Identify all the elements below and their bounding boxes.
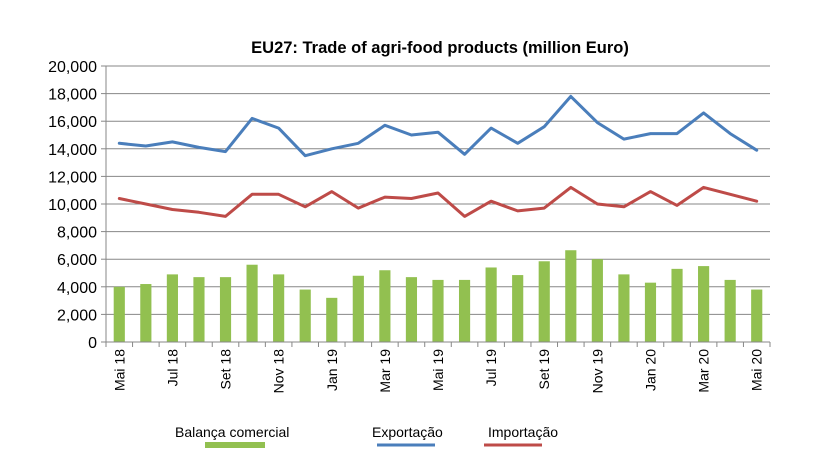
bar (671, 268, 683, 342)
y-tick-label: 14,000 (48, 142, 97, 159)
y-tick-label: 0 (88, 335, 97, 352)
chart-title: EU27: Trade of agri-food products (milli… (251, 39, 629, 57)
x-tick-label: Jan 20 (642, 349, 658, 391)
y-tick-label: 12,000 (48, 169, 97, 186)
x-tick-label: Mai 19 (430, 349, 446, 391)
y-tick-label: 10,000 (48, 197, 97, 214)
bar (299, 289, 311, 342)
y-tick-label: 16,000 (48, 114, 97, 131)
bar (273, 274, 285, 342)
bar (698, 266, 710, 342)
x-tick-label: Jan 19 (324, 349, 340, 391)
bar (326, 297, 338, 342)
bar (405, 277, 418, 342)
bar (644, 282, 657, 342)
y-tick-label: 2,000 (57, 307, 97, 324)
bar (565, 250, 577, 342)
bar (113, 286, 125, 342)
legend: Balança comercial Exportação Importação (175, 424, 558, 448)
y-tick-label: 8,000 (57, 225, 97, 242)
series-line-importa-o (117, 185, 759, 218)
bar (751, 289, 763, 342)
bar (458, 279, 471, 342)
legend-label-importa-o: Importação (488, 424, 558, 440)
x-tick-label: Set 18 (218, 349, 234, 390)
bars-layer (113, 250, 763, 342)
legend-swatch-balan-a-comercial (205, 442, 265, 448)
bar (485, 267, 497, 342)
legend-label-exporta-o: Exportação (372, 424, 443, 440)
grid-layer (106, 65, 770, 315)
x-tick-label: Mai 18 (111, 349, 127, 391)
bar (538, 261, 550, 342)
x-tick-label: Jul 18 (164, 349, 180, 387)
y-tick-label: 4,000 (57, 280, 97, 297)
axis-layer (105, 66, 770, 343)
y-tick-label: 20,000 (48, 59, 97, 76)
lines-layer (117, 94, 759, 218)
x-tick-label: Nov 19 (589, 349, 605, 394)
y-tick-label: 6,000 (57, 252, 97, 269)
series-line-exporta-o (117, 94, 759, 158)
bar (591, 259, 603, 342)
bar (724, 279, 736, 342)
bar (219, 277, 232, 342)
bar (618, 274, 630, 342)
bar (512, 275, 524, 342)
x-axis-ticks: Mai 18 Jul 18 Set 18 Nov 18 Jan 19 Mar 19 Mai … (105, 342, 771, 394)
bar (166, 274, 178, 342)
bar (140, 284, 152, 342)
bar (352, 275, 364, 342)
bar (193, 277, 205, 342)
x-tick-label: Jul 19 (483, 349, 499, 387)
bar (379, 270, 391, 342)
x-tick-label: Mai 20 (749, 349, 765, 391)
legend-label-balan-a-comercial: Balança comercial (175, 424, 289, 440)
x-tick-label: Mar 19 (377, 349, 393, 393)
y-axis-ticks: 0 2,000 4,000 6,000 8,000 10,000 12,000 14,000 1… (48, 59, 106, 352)
bar (432, 279, 444, 342)
x-tick-label: Set 19 (536, 349, 552, 390)
x-tick-label: Nov 18 (271, 349, 287, 394)
y-tick-label: 18,000 (48, 87, 97, 104)
x-tick-label: Mar 20 (696, 349, 712, 393)
bar (246, 264, 258, 342)
